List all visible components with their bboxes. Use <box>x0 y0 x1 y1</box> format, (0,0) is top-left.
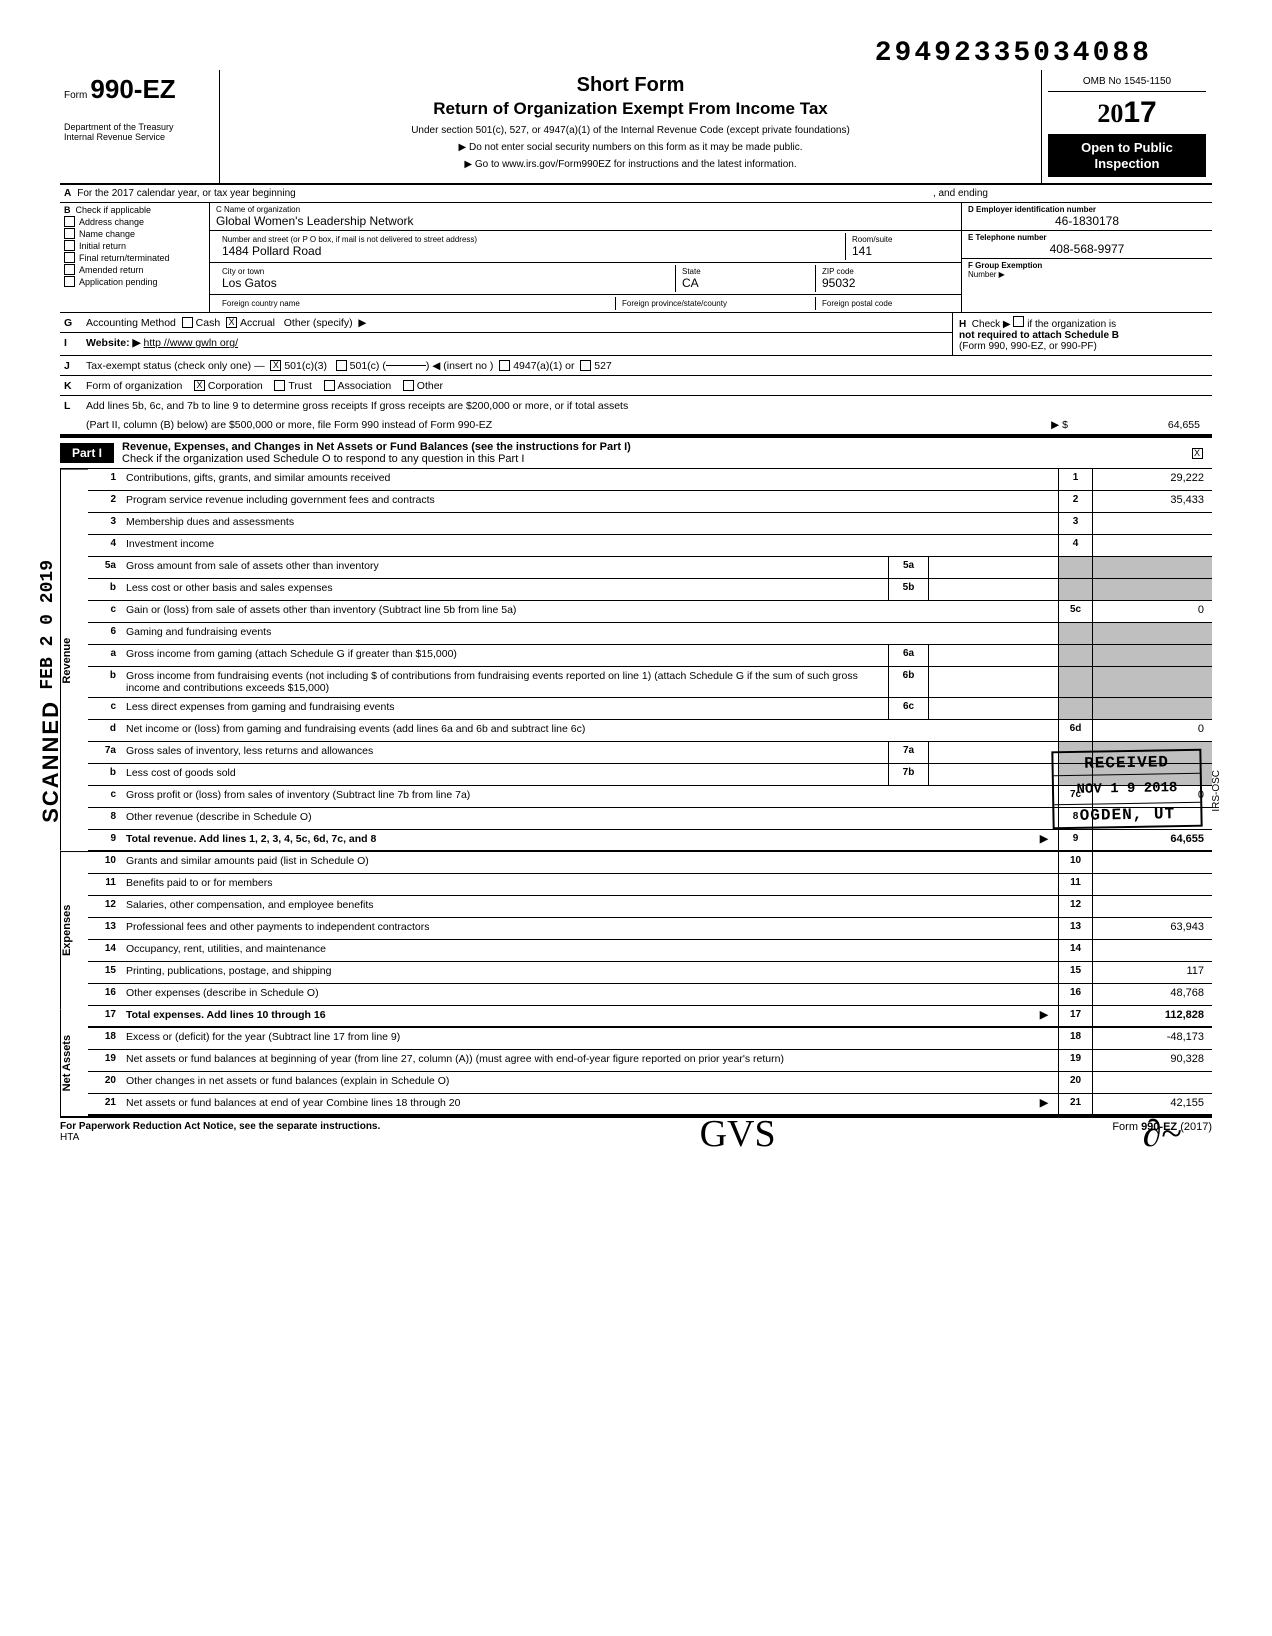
gross-receipts: 64,655 <box>1068 419 1208 431</box>
line-15: 15Printing, publications, postage, and s… <box>88 962 1212 984</box>
line-3: 3Membership dues and assessments3 <box>88 513 1212 535</box>
chk-4947[interactable] <box>499 360 510 371</box>
line-2: 2Program service revenue including gover… <box>88 491 1212 513</box>
chk-501c[interactable] <box>336 360 347 371</box>
line-14: 14Occupancy, rent, utilities, and mainte… <box>88 940 1212 962</box>
chk-address-change[interactable] <box>64 216 75 227</box>
org-name: Global Women's Leadership Network <box>216 214 955 228</box>
chk-h[interactable] <box>1013 316 1024 327</box>
chk-amended[interactable] <box>64 264 75 275</box>
line-a: aGross income from gaming (attach Schedu… <box>88 645 1212 667</box>
line-7a: 7aGross sales of inventory, less returns… <box>88 742 1212 764</box>
entity-block: B Check if applicable Address change Nam… <box>60 203 1212 313</box>
line-11: 11Benefits paid to or for members11 <box>88 874 1212 896</box>
dln-number: 29492335034088 <box>875 38 1152 69</box>
street-address: 1484 Pollard Road <box>222 244 839 258</box>
line-13: 13Professional fees and other payments t… <box>88 918 1212 940</box>
chk-accrual[interactable]: X <box>226 317 237 328</box>
title-under: Under section 501(c), 527, or 4947(a)(1)… <box>228 125 1033 136</box>
chk-final-return[interactable] <box>64 252 75 263</box>
line-18: 18Excess or (deficit) for the year (Subt… <box>88 1028 1212 1050</box>
city: Los Gatos <box>222 276 669 290</box>
chk-trust[interactable] <box>274 380 285 391</box>
date-stamp: FEB 2 0 2019 <box>38 560 58 690</box>
line-c: cGain or (loss) from sale of assets othe… <box>88 601 1212 623</box>
line-16: 16Other expenses (describe in Schedule O… <box>88 984 1212 1006</box>
state: CA <box>682 276 809 290</box>
chk-cash[interactable] <box>182 317 193 328</box>
line-4: 4Investment income4 <box>88 535 1212 557</box>
line-6: 6Gaming and fundraising events <box>88 623 1212 645</box>
line-a: A For the 2017 calendar year, or tax yea… <box>60 185 1212 203</box>
tax-year: 2017 <box>1048 96 1206 130</box>
telephone: 408-568-9977 <box>968 242 1206 256</box>
line-17: 17Total expenses. Add lines 10 through 1… <box>88 1006 1212 1028</box>
line-21: 21Net assets or fund balances at end of … <box>88 1094 1212 1116</box>
line-c: cLess direct expenses from gaming and fu… <box>88 698 1212 720</box>
line-1: 1Contributions, gifts, grants, and simil… <box>88 469 1212 491</box>
paperwork-notice: For Paperwork Reduction Act Notice, see … <box>60 1121 380 1132</box>
form-label: Form <box>64 90 87 101</box>
zip: 95032 <box>822 276 949 290</box>
title-ssn: ▶ Do not enter social security numbers o… <box>228 142 1033 153</box>
chk-initial-return[interactable] <box>64 240 75 251</box>
initials-mark: GVS <box>700 1112 776 1156</box>
form-number: 990-EZ <box>90 74 175 104</box>
omb-number: OMB No 1545-1150 <box>1048 76 1206 92</box>
chk-527[interactable] <box>580 360 591 371</box>
title-goto: ▶ Go to www.irs.gov/Form990EZ for instru… <box>228 159 1033 170</box>
ein: 46-1830178 <box>968 214 1206 228</box>
line-5a: 5aGross amount from sale of assets other… <box>88 557 1212 579</box>
revenue-label: Revenue <box>60 469 88 851</box>
inspection: Inspection <box>1052 156 1202 172</box>
hta: HTA <box>60 1132 79 1143</box>
line-19: 19Net assets or fund balances at beginni… <box>88 1050 1212 1072</box>
chk-app-pending[interactable] <box>64 276 75 287</box>
line-9: 9Total revenue. Add lines 1, 2, 3, 4, 5c… <box>88 830 1212 852</box>
chk-assoc[interactable] <box>324 380 335 391</box>
received-stamp: RECEIVED NOV 1 9 2018 OGDEN, UT <box>1051 749 1202 830</box>
room-suite: 141 <box>852 244 949 258</box>
title-short-form: Short Form <box>228 74 1033 97</box>
chk-other-org[interactable] <box>403 380 414 391</box>
website: http //www gwln org/ <box>143 337 238 349</box>
line-10: 10Grants and similar amounts paid (list … <box>88 852 1212 874</box>
net-assets-label: Net Assets <box>60 1009 88 1116</box>
line-b: bLess cost of goods sold7b <box>88 764 1212 786</box>
line-b: bLess cost or other basis and sales expe… <box>88 579 1212 601</box>
title-return: Return of Organization Exempt From Incom… <box>228 99 1033 119</box>
line-d: dNet income or (loss) from gaming and fu… <box>88 720 1212 742</box>
line-c: cGross profit or (loss) from sales of in… <box>88 786 1212 808</box>
irs-osc-stamp: IRS-OSC <box>1211 770 1222 812</box>
open-public: Open to Public <box>1052 140 1202 156</box>
line-b: bGross income from fundraising events (n… <box>88 667 1212 698</box>
signature-mark: ∂~ <box>1143 1112 1182 1156</box>
chk-part-i-sched-o[interactable]: X <box>1192 448 1203 459</box>
form-header: Form 990-EZ Department of the Treasury I… <box>60 70 1212 185</box>
treasury-dept: Department of the Treasury Internal Reve… <box>64 123 211 143</box>
chk-501c3[interactable]: X <box>270 360 281 371</box>
name-label: C Name of organization <box>216 205 955 214</box>
scanned-stamp: SCANNED <box>38 700 64 823</box>
chk-corp[interactable]: X <box>194 380 205 391</box>
line-8: 8Other revenue (describe in Schedule O)8 <box>88 808 1212 830</box>
expenses-label: Expenses <box>60 851 88 1009</box>
chk-name-change[interactable] <box>64 228 75 239</box>
part-i-header: Part I Revenue, Expenses, and Changes in… <box>60 436 1212 469</box>
line-12: 12Salaries, other compensation, and empl… <box>88 896 1212 918</box>
line-20: 20Other changes in net assets or fund ba… <box>88 1072 1212 1094</box>
